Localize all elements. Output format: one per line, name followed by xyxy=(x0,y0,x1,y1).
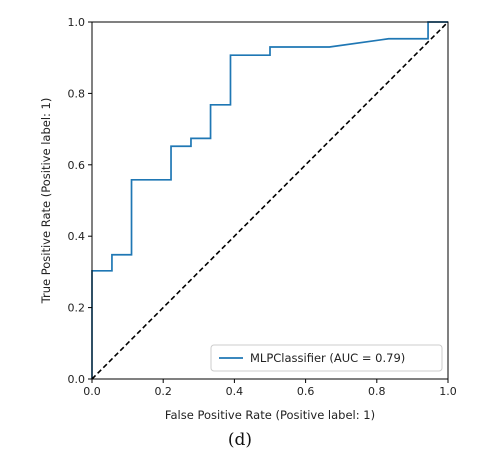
figure-caption: (d) xyxy=(227,430,253,450)
y-tick-label: 0.8 xyxy=(68,87,86,100)
plot-frame xyxy=(91,21,449,380)
y-tick-label: 0.6 xyxy=(68,159,86,172)
y-tick-label: 0.4 xyxy=(68,230,86,243)
legend: MLPClassifier (AUC = 0.79) xyxy=(210,344,443,372)
x-tick-label: 0.2 xyxy=(154,385,172,398)
y-tick-label: 0.0 xyxy=(68,373,86,386)
roc-curve-line xyxy=(91,21,448,379)
chance-level-line xyxy=(91,21,449,380)
x-tick-label: 0.6 xyxy=(297,385,315,398)
x-axis-label: False Positive Rate (Positive label: 1) xyxy=(165,408,375,422)
x-tick-label: 1.0 xyxy=(439,385,457,398)
legend-box xyxy=(210,344,443,372)
x-tick-label: 0.8 xyxy=(368,385,386,398)
y-axis-label: True Positive Rate (Positive label: 1) xyxy=(39,98,53,305)
x-tick-label: 0.0 xyxy=(83,385,101,398)
x-tick-label: 0.4 xyxy=(226,385,244,398)
legend-label: MLPClassifier (AUC = 0.79) xyxy=(250,351,405,365)
roc-chart: 0.0 0.2 0.4 0.6 0.8 1.0 0.0 0.2 0.4 0.6 0.8 1.0 Fal… xyxy=(39,16,457,422)
y-tick-label: 1.0 xyxy=(68,16,86,29)
y-tick-label: 0.2 xyxy=(68,302,86,315)
